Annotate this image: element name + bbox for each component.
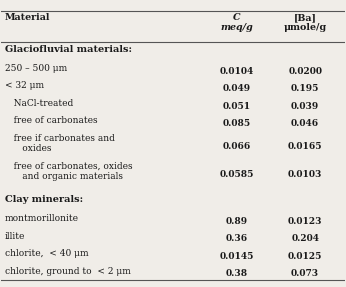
Text: 0.204: 0.204 <box>291 234 319 243</box>
Text: Clay minerals:: Clay minerals: <box>5 195 83 204</box>
Text: 0.195: 0.195 <box>291 84 319 93</box>
Text: 0.085: 0.085 <box>222 119 251 128</box>
Text: 0.046: 0.046 <box>291 119 319 128</box>
Text: 0.0104: 0.0104 <box>219 67 254 75</box>
Text: 0.0125: 0.0125 <box>288 252 322 261</box>
Text: illite: illite <box>5 232 25 241</box>
Text: chlorite, ground to  < 2 μm: chlorite, ground to < 2 μm <box>5 267 131 276</box>
Text: [Ba]
μmole/g: [Ba] μmole/g <box>284 13 327 32</box>
Text: C
meq/g: C meq/g <box>220 13 253 32</box>
Text: 0.051: 0.051 <box>222 102 251 110</box>
Text: 0.073: 0.073 <box>291 269 319 278</box>
Text: NaCl-treated: NaCl-treated <box>5 99 73 108</box>
Text: montmorillonite: montmorillonite <box>5 214 79 223</box>
Text: 0.0200: 0.0200 <box>288 67 322 75</box>
Text: 0.0103: 0.0103 <box>288 170 322 179</box>
Text: 0.38: 0.38 <box>226 269 247 278</box>
Text: Glaciofluvial materials:: Glaciofluvial materials: <box>5 45 132 54</box>
Text: free of carbonates: free of carbonates <box>5 116 98 125</box>
Text: 0.039: 0.039 <box>291 102 319 110</box>
Text: < 32 μm: < 32 μm <box>5 81 44 90</box>
Text: 250 – 500 μm: 250 – 500 μm <box>5 64 67 73</box>
Text: 0.89: 0.89 <box>226 217 247 226</box>
Text: 0.066: 0.066 <box>222 142 251 151</box>
Text: Material: Material <box>5 13 50 22</box>
Text: 0.0585: 0.0585 <box>219 170 254 179</box>
Text: 0.36: 0.36 <box>226 234 247 243</box>
Text: 0.049: 0.049 <box>222 84 251 93</box>
Text: 0.0165: 0.0165 <box>288 142 322 151</box>
Text: free of carbonates, oxides
      and organic materials: free of carbonates, oxides and organic m… <box>5 162 133 181</box>
Text: 0.0145: 0.0145 <box>219 252 254 261</box>
Text: free if carbonates and
      oxides: free if carbonates and oxides <box>5 134 115 153</box>
Text: 0.0123: 0.0123 <box>288 217 322 226</box>
Text: chlorite,  < 40 μm: chlorite, < 40 μm <box>5 249 89 258</box>
